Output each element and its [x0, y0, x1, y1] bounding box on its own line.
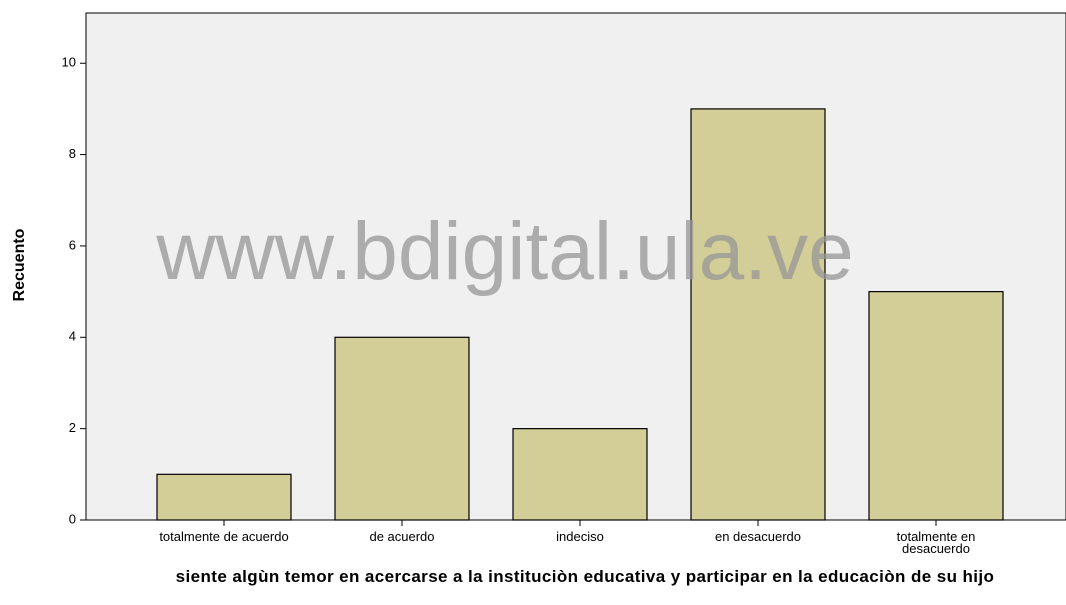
y-tick-label: 4: [69, 329, 76, 344]
bar: [512, 428, 648, 521]
y-tick-label: 8: [69, 146, 76, 161]
x-tick-label: indeciso: [556, 529, 604, 544]
y-tick-label: 2: [69, 420, 76, 435]
x-tick-label: en desacuerdo: [714, 529, 801, 544]
x-tick-label: totalmente de acuerdo: [159, 529, 289, 544]
y-tick-label: 0: [69, 511, 76, 526]
bar: [690, 108, 826, 521]
x-tick-label: de acuerdo: [369, 529, 435, 544]
x-tick-label: totalmente en desacuerdo: [896, 529, 976, 556]
bar: [334, 336, 470, 521]
y-tick-label: 6: [69, 237, 76, 252]
y-axis-label: Recuento: [11, 228, 28, 302]
y-tick-label: 10: [62, 55, 76, 70]
bar: [156, 473, 292, 521]
bar: [868, 291, 1004, 521]
x-axis-label: siente algùn temor en acercarse a la ins…: [175, 567, 995, 586]
